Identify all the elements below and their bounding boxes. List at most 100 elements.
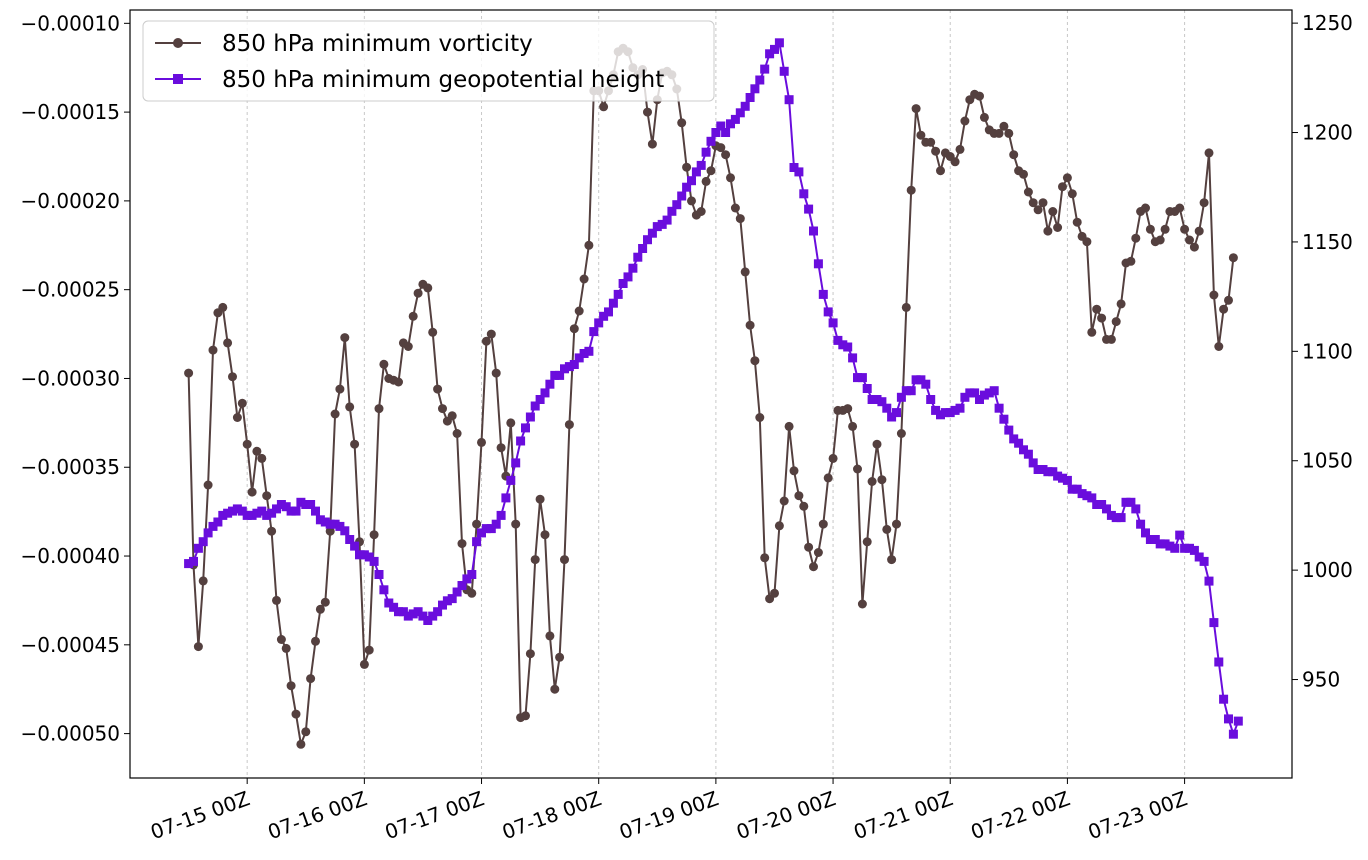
- x-tick-label: 07-20 00Z: [733, 786, 839, 844]
- x-tick-label: 07-17 00Z: [382, 786, 488, 844]
- vorticity-point: [472, 519, 482, 529]
- vorticity-point: [887, 555, 897, 565]
- vorticity-point: [276, 635, 286, 644]
- geopotential-height-point: [589, 327, 599, 337]
- vorticity-point: [1038, 198, 1048, 208]
- vorticity-point: [735, 214, 745, 224]
- geopotential-height-point: [896, 392, 906, 402]
- geopotential-height-point: [516, 436, 526, 446]
- vorticity-point: [1175, 203, 1185, 213]
- vorticity-point: [823, 473, 833, 483]
- geopotential-height-point: [882, 403, 892, 413]
- vorticity-point: [770, 588, 779, 598]
- geopotential-height-point: [774, 38, 784, 48]
- vorticity-point: [335, 384, 345, 394]
- vorticity-point: [223, 338, 233, 348]
- geopotential-height-point: [672, 200, 682, 210]
- vorticity-point: [301, 727, 311, 737]
- geopotential-height-point: [218, 510, 228, 520]
- vorticity-point: [535, 494, 545, 504]
- vorticity-point: [286, 681, 296, 691]
- vorticity-point: [1189, 242, 1199, 252]
- vorticity-point: [525, 649, 535, 659]
- geopotential-height-point: [579, 349, 589, 358]
- geopotential-height-point: [232, 504, 242, 514]
- geopotential-height-point: [1170, 543, 1180, 553]
- geopotential-height-point: [926, 395, 936, 404]
- y-left-tick-label: −0.00025: [21, 278, 120, 302]
- y-left-tick-label: −0.00015: [21, 100, 120, 124]
- geopotential-height-point: [594, 318, 604, 328]
- y-left-tick-label: −0.00045: [21, 633, 120, 657]
- geopotential-height-point: [384, 598, 394, 608]
- legend-marker-height: [173, 74, 183, 84]
- geopotential-height-point: [701, 147, 711, 157]
- geopotential-height-point: [315, 515, 325, 525]
- vorticity-point: [564, 420, 574, 430]
- vorticity-point: [706, 166, 716, 176]
- vorticity-point: [1058, 182, 1067, 192]
- vorticity-point: [1209, 290, 1219, 300]
- geopotential-height-point: [1014, 438, 1024, 448]
- geopotential-height-point: [467, 570, 477, 579]
- geopotential-height-point: [1194, 552, 1204, 562]
- geopotential-height-point: [1038, 465, 1048, 474]
- vorticity-point: [193, 642, 203, 652]
- geopotential-height-point: [1189, 545, 1199, 555]
- geopotential-height-point: [525, 412, 535, 422]
- vorticity-point: [1062, 173, 1072, 183]
- plot-frame: [129, 9, 1293, 779]
- geopotential-height-point: [911, 375, 921, 385]
- geopotential-height-point: [770, 44, 779, 54]
- legend-label-height: 850 hPa minimum geopotential height: [222, 67, 664, 93]
- geopotential-height-point: [569, 360, 579, 369]
- geopotential-height-point: [726, 119, 735, 129]
- geopotential-height-point: [657, 219, 667, 229]
- geopotential-height-point: [228, 506, 237, 516]
- geopotential-height-point: [989, 386, 999, 396]
- geopotential-height-point: [1009, 434, 1019, 444]
- geopotential-height-point: [999, 414, 1009, 424]
- vorticity-point: [740, 267, 750, 277]
- x-tick-label: 07-15 00Z: [147, 786, 253, 844]
- vorticity-point: [828, 453, 838, 463]
- vorticity-point: [696, 207, 706, 216]
- vorticity-point: [311, 636, 320, 646]
- vorticity-point: [364, 645, 374, 655]
- vorticity-point: [252, 446, 262, 456]
- vorticity-point: [481, 336, 491, 346]
- y-right-tick-label: 1100: [1302, 339, 1353, 363]
- geopotential-height-point: [560, 364, 569, 374]
- geopotential-height-point: [1204, 576, 1214, 586]
- geopotential-height-point: [1185, 543, 1194, 553]
- vorticity-point: [325, 526, 335, 536]
- legend-label-vorticity: 850 hPa minimum vorticity: [222, 31, 533, 57]
- geopotential-height-point: [389, 602, 399, 612]
- vorticity-point: [882, 524, 892, 534]
- vorticity-point: [779, 496, 789, 506]
- geopotential-height-point: [1180, 543, 1190, 553]
- y-left-tick-label: −0.00040: [21, 544, 120, 568]
- vorticity-point: [467, 588, 477, 598]
- geopotential-height-point: [545, 379, 555, 389]
- geopotential-height-point: [779, 66, 789, 76]
- vorticity-point: [315, 604, 325, 614]
- geopotential-height-point: [1106, 510, 1116, 520]
- geopotential-height-point: [506, 475, 516, 485]
- geopotential-height-point: [325, 519, 335, 529]
- geopotential-height-point: [457, 581, 467, 590]
- geopotential-height-point: [496, 510, 506, 520]
- vorticity-point: [848, 421, 858, 431]
- geopotential-height-point: [1116, 513, 1126, 523]
- geopotential-height-point: [291, 506, 301, 516]
- geopotential-height-point: [198, 537, 208, 547]
- vorticity-point: [901, 302, 911, 312]
- geopotential-height-point: [760, 64, 770, 74]
- vorticity-point: [208, 345, 218, 355]
- vorticity-point: [359, 659, 369, 669]
- vorticity-point: [228, 372, 237, 382]
- geopotential-height-point: [1058, 473, 1067, 483]
- vorticity-point: [423, 283, 433, 293]
- geopotential-height-point: [1233, 716, 1243, 726]
- geopotential-height-point: [862, 384, 872, 393]
